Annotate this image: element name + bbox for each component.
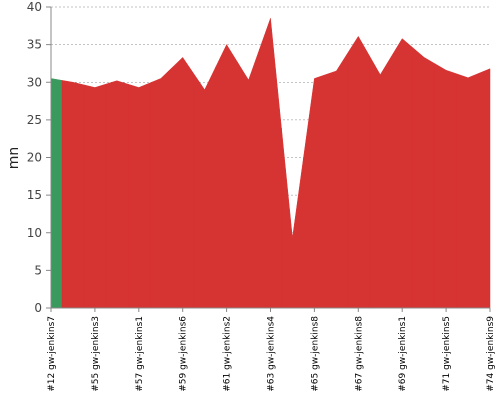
area-segment [259,18,282,309]
area-segment [215,44,238,309]
x-tick-label: #12 gw-jenkins7 [47,316,57,392]
x-tick-label: #57 gw-jenkins1 [135,316,145,392]
area-segment [149,67,172,309]
y-tick-label: 20 [27,151,42,165]
area-segment [193,67,216,309]
area-segment [369,54,392,309]
area-segment [61,80,85,309]
area-segment [434,63,458,309]
area-segment [390,38,414,309]
y-tick-label: 10 [27,226,42,240]
x-tick-label: #55 gw-jenkins3 [91,316,101,392]
y-tick-label: 40 [27,0,42,14]
area-segment [50,78,63,309]
x-tick-label: #74 gw-jenkins9 [486,316,496,392]
area-segment [237,49,260,309]
area-segment [105,80,129,309]
area-segment [127,82,151,309]
x-tick-label: #61 gw-jenkins2 [223,316,233,392]
y-axis-label: mn [6,147,22,170]
area-segment [478,68,491,309]
x-tick-label: #59 gw-jenkins6 [179,316,189,392]
area-segment [171,57,194,309]
y-tick-label: 0 [34,301,42,315]
area-segment [281,128,304,309]
area-segment [456,72,480,309]
x-tick-label: #63 gw-jenkins4 [267,316,277,392]
y-tick-label: 15 [27,188,42,202]
x-tick-label: #69 gw-jenkins1 [398,316,408,392]
x-tick-label: #67 gw-jenkins8 [354,316,364,392]
y-tick-label: 25 [27,113,42,127]
y-tick-label: 35 [27,38,42,52]
area-segment [83,83,107,309]
area-segment [412,47,436,309]
area-segment [347,35,370,309]
x-tick-label: #71 gw-jenkins5 [442,316,452,392]
x-tick-label: #65 gw-jenkins8 [310,316,320,392]
y-tick-label: 5 [34,263,42,277]
y-tick-label: 30 [27,75,42,89]
area-segment [325,52,348,309]
area-segment [303,74,326,309]
